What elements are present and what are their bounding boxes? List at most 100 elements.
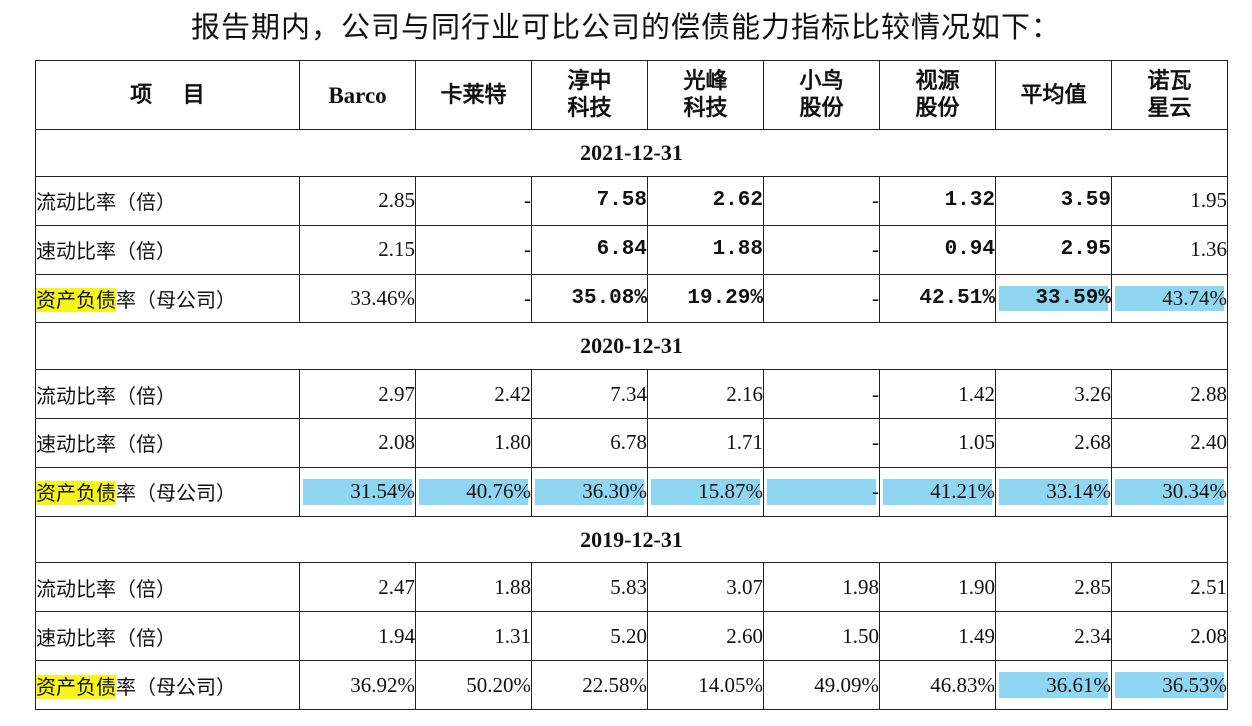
row-label-quick: 速动比率（倍） [35, 224, 300, 275]
value-text: 31.54% [350, 479, 415, 504]
value-cell: 2.68 [995, 417, 1112, 468]
value-cell: 15.87% [647, 466, 764, 517]
header-kalaite: 卡莱特 [415, 59, 532, 131]
table-row-current: 流动比率（倍） 2.85-7.58 2.62-1.32 3.59 1.95 [35, 175, 1228, 226]
value-cell: 33.59% [995, 273, 1112, 324]
value-cell: 36.30% [531, 466, 648, 517]
value-cell: 1.31 [415, 611, 532, 662]
value-cell: 0.94 [879, 224, 996, 275]
value-cell: 36.61% [995, 660, 1112, 710]
table-caption: 报告期内，公司与同行业可比公司的偿债能力指标比较情况如下： [190, 10, 1061, 44]
value-cell: 1.50 [763, 611, 880, 662]
value-cell: - [415, 273, 532, 324]
value-cell: 1.95 [1111, 175, 1228, 226]
value-cell: 2.34 [995, 611, 1112, 662]
value-cell: 5.83 [531, 562, 648, 613]
header-nuowa: 诺瓦 星云 [1111, 59, 1228, 131]
value-cell: 1.90 [879, 562, 996, 613]
table-row-debt: 资产负债率（母公司） 36.92% 50.20% 22.58% 14.05% 49.09%… [35, 660, 1228, 710]
value-cell: - [763, 466, 880, 517]
value-text: 43.74% [1162, 285, 1227, 310]
value-cell: 5.20 [531, 611, 648, 662]
value-cell: 1.98 [763, 562, 880, 613]
table-row-quick: 速动比率（倍） 2.15-6.84 1.88-0.94 2.95 1.36 [35, 224, 1228, 275]
value-cell: 2.62 [647, 175, 764, 226]
header-chunzhong: 淳中 科技 [531, 59, 648, 131]
header-row: 项 目 Barco 卡莱特 淳中 科技 光峰 科技 小鸟 股份 视源 股份 平均值 诺瓦… [35, 59, 1228, 131]
row-label-current: 流动比率（倍） [35, 175, 300, 226]
highlighted-label: 资产负债 [36, 287, 116, 312]
header-guangfeng: 光峰 科技 [647, 59, 764, 131]
value-cell: 2.40 [1111, 417, 1228, 468]
header-item: 项 目 [35, 59, 300, 131]
value-cell: 1.94 [299, 611, 416, 662]
value-cell: 42.51% [879, 273, 996, 324]
highlight-mark [535, 478, 644, 505]
value-cell: 2.85 [299, 175, 416, 226]
table-row-current: 流动比率（倍） 2.47 1.88 5.83 3.07 1.98 1.90 2.85 2.51 [35, 562, 1228, 613]
value-cell: 1.80 [415, 417, 532, 468]
value-cell: 3.07 [647, 562, 764, 613]
section-date-row: 2021-12-31 [35, 129, 1228, 177]
highlight-mark [419, 478, 528, 505]
value-cell: 2.42 [415, 369, 532, 419]
value-cell: 41.21% [879, 466, 996, 517]
highlight-mark [303, 478, 412, 505]
value-cell: 14.05% [647, 660, 764, 710]
value-cell: 3.26 [995, 369, 1112, 419]
value-cell: - [763, 273, 880, 324]
highlight-mark [1115, 478, 1224, 505]
header-shiyuan: 视源 股份 [879, 59, 996, 131]
value-cell: 3.59 [995, 175, 1112, 226]
value-text: 36.61% [1046, 672, 1111, 697]
value-text: 41.21% [930, 479, 995, 504]
highlight-mark [767, 478, 876, 505]
value-cell: 1.36 [1111, 224, 1228, 275]
value-cell: 40.76% [415, 466, 532, 517]
value-text: 30.34% [1162, 479, 1227, 504]
section-date: 2021-12-31 [35, 129, 1228, 177]
highlight-mark [1115, 672, 1224, 698]
value-cell: 2.16 [647, 369, 764, 419]
section-date: 2019-12-31 [35, 515, 1228, 564]
value-cell: 1.49 [879, 611, 996, 662]
value-cell: - [415, 175, 532, 226]
value-cell: 2.47 [299, 562, 416, 613]
value-cell: 2.97 [299, 369, 416, 419]
value-cell: 2.85 [995, 562, 1112, 613]
value-cell: 22.58% [531, 660, 648, 710]
value-cell: 1.42 [879, 369, 996, 419]
value-cell: - [415, 224, 532, 275]
row-label-quick: 速动比率（倍） [35, 611, 300, 662]
header-xiaoniao: 小鸟 股份 [763, 59, 880, 131]
value-cell: 2.95 [995, 224, 1112, 275]
value-cell: 35.08% [531, 273, 648, 324]
highlight-mark [1115, 285, 1224, 312]
row-label-quick: 速动比率（倍） [35, 417, 300, 468]
value-cell: 2.51 [1111, 562, 1228, 613]
label-rest: 率（母公司） [116, 674, 236, 699]
header-average: 平均值 [995, 59, 1112, 131]
row-label-current: 流动比率（倍） [35, 562, 300, 613]
value-cell: 36.53% [1111, 660, 1228, 710]
solvency-comparison-table: 项 目 Barco 卡莱特 淳中 科技 光峰 科技 小鸟 股份 视源 股份 平均值 诺瓦… [35, 59, 1228, 710]
value-text: 40.76% [466, 479, 531, 504]
highlight-mark [651, 478, 760, 505]
value-cell: 36.92% [299, 660, 416, 710]
highlight-mark [883, 478, 992, 505]
value-cell: 2.88 [1111, 369, 1228, 419]
table-row-debt: 资产负债率（母公司） 33.46% -35.08% 19.29% -42.51% 33.5… [35, 273, 1228, 324]
value-cell: 1.05 [879, 417, 996, 468]
value-text: 36.53% [1162, 672, 1227, 697]
value-cell: 7.34 [531, 369, 648, 419]
highlight-mark [999, 478, 1108, 505]
value-cell: 33.14% [995, 466, 1112, 517]
row-label-debt: 资产负债率（母公司） [35, 466, 300, 517]
row-label-debt: 资产负债率（母公司） [35, 273, 300, 324]
value-cell: 31.54% [299, 466, 416, 517]
value-text: 33.14% [1046, 479, 1111, 504]
value-text: 15.87% [698, 479, 763, 504]
label-rest: 率（母公司） [116, 481, 236, 506]
section-date: 2020-12-31 [35, 322, 1228, 371]
value-cell: - [763, 175, 880, 226]
